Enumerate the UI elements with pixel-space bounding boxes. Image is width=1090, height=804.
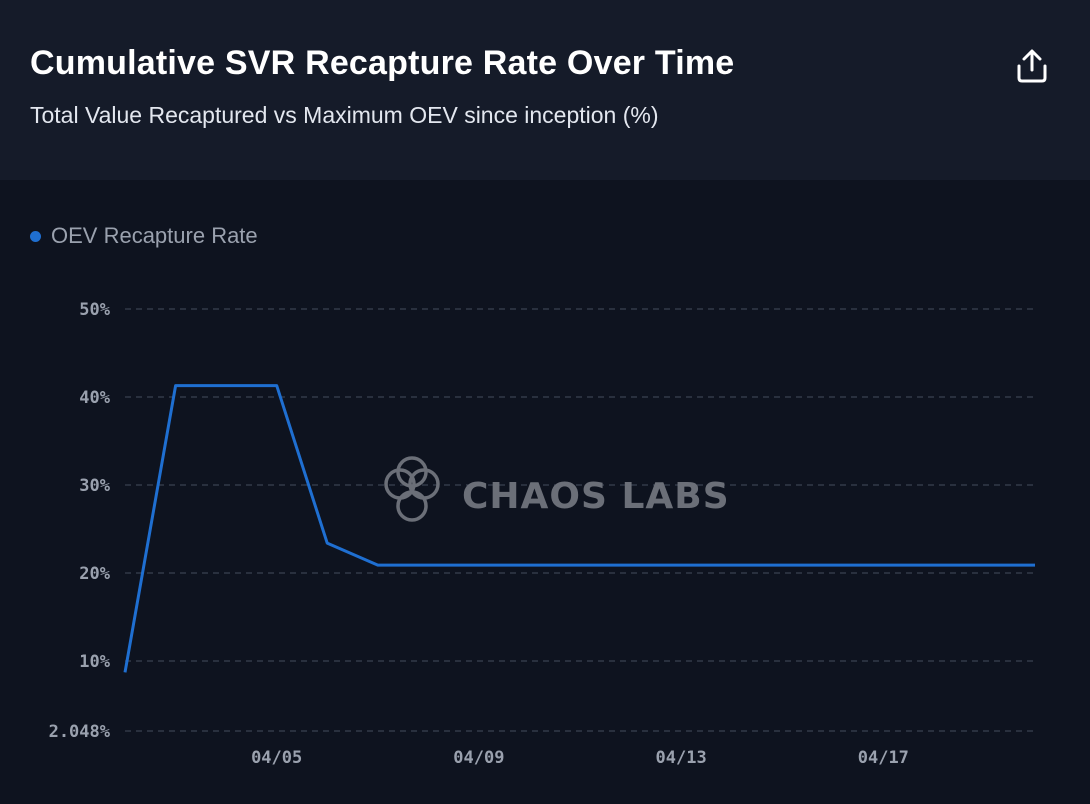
data-point[interactable] xyxy=(625,559,637,571)
data-point[interactable] xyxy=(675,559,687,571)
data-point[interactable] xyxy=(928,559,940,571)
data-point[interactable] xyxy=(978,559,990,571)
data-point[interactable] xyxy=(726,559,738,571)
chaos-labs-logo-icon xyxy=(384,456,440,522)
data-point[interactable] xyxy=(119,666,131,678)
data-point[interactable] xyxy=(1029,559,1041,571)
series-line-oev-recapture-rate[interactable] xyxy=(123,384,1035,673)
x-tick-label: 04/17 xyxy=(858,748,909,768)
data-point[interactable] xyxy=(372,559,384,571)
legend-label: OEV Recapture Rate xyxy=(51,223,258,248)
chart-header: Cumulative SVR Recapture Rate Over Time … xyxy=(0,0,1090,180)
y-tick-label: 40% xyxy=(79,388,110,408)
data-point[interactable] xyxy=(473,559,485,571)
y-tick-label: 30% xyxy=(79,476,110,496)
x-tick-label: 04/09 xyxy=(453,748,504,768)
chart-title: Cumulative SVR Recapture Rate Over Time xyxy=(30,44,735,82)
y-axis-ticks: 2.048% 10% 20% 30% 40% 50% xyxy=(49,300,111,742)
share-upload-icon xyxy=(1017,49,1047,83)
y-tick-label: 50% xyxy=(79,300,110,320)
chaos-labs-watermark: CHAOS LABS xyxy=(384,456,730,522)
chart-subtitle: Total Value Recaptured vs Maximum OEV si… xyxy=(30,102,659,128)
data-point[interactable] xyxy=(574,559,586,571)
data-point[interactable] xyxy=(422,559,434,571)
watermark-text: CHAOS LABS xyxy=(462,476,730,517)
data-point[interactable] xyxy=(776,559,788,571)
x-axis-ticks: 04/05 04/09 04/13 04/17 xyxy=(251,748,909,768)
data-point[interactable] xyxy=(271,380,283,392)
legend-marker xyxy=(30,230,41,242)
y-tick-label: 2.048% xyxy=(49,722,111,742)
data-point[interactable] xyxy=(877,559,889,571)
share-button[interactable] xyxy=(1012,46,1052,86)
series-layer xyxy=(119,380,1041,678)
y-tick-label: 20% xyxy=(79,564,110,584)
x-tick-label: 04/05 xyxy=(251,748,302,768)
data-point[interactable] xyxy=(523,559,535,571)
data-point[interactable] xyxy=(170,380,182,392)
x-tick-label: 04/13 xyxy=(656,748,707,768)
chart-legend[interactable]: OEV Recapture Rate xyxy=(30,222,258,250)
grid-lines xyxy=(125,308,1035,732)
data-point[interactable] xyxy=(220,380,232,392)
data-point[interactable] xyxy=(827,559,839,571)
y-tick-label: 10% xyxy=(79,652,110,672)
data-point[interactable] xyxy=(321,537,333,549)
